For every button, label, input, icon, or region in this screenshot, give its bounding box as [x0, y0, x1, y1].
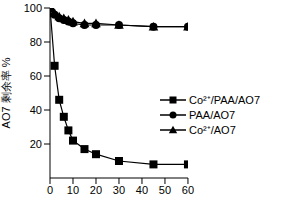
svg-text:20: 20: [90, 184, 102, 196]
svg-text:100: 100: [24, 2, 42, 14]
svg-text:40: 40: [30, 104, 42, 116]
svg-text:10: 10: [67, 184, 79, 196]
svg-text:60: 60: [182, 184, 194, 196]
html-text:PAA/AO7: PAA/AO7: [189, 108, 236, 121]
svg-text:30: 30: [113, 184, 125, 196]
svg-text:40: 40: [136, 184, 148, 196]
svg-text:20: 20: [30, 138, 42, 150]
html-text:Co²⁺/AO7: Co²⁺/AO7: [189, 124, 236, 136]
svg-text:0: 0: [47, 184, 53, 196]
svg-text:50: 50: [159, 184, 171, 196]
svg-text:AO7 剩余率 %: AO7 剩余率 %: [8, 57, 12, 128]
html-text:Co²⁺/PAA/AO7: Co²⁺/PAA/AO7: [189, 94, 260, 106]
svg-text:80: 80: [30, 36, 42, 48]
svg-text:60: 60: [30, 70, 42, 82]
